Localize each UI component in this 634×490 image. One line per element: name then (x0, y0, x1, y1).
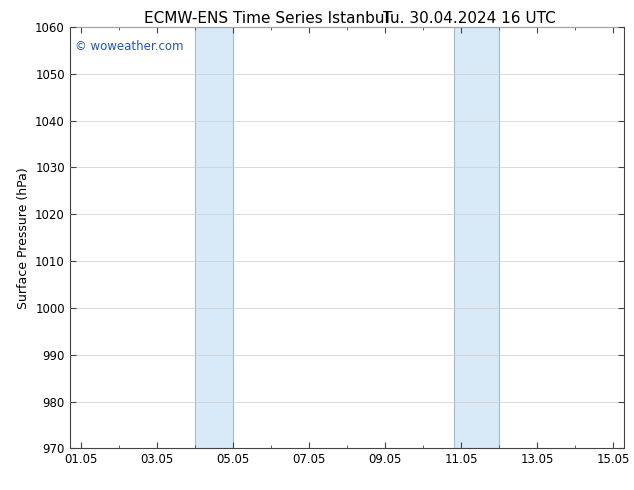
Text: Tu. 30.04.2024 16 UTC: Tu. 30.04.2024 16 UTC (383, 11, 555, 26)
Text: © woweather.com: © woweather.com (75, 40, 184, 52)
Bar (453, 27, 499, 448)
Bar (195, 27, 233, 448)
Text: ECMW-ENS Time Series Istanbul: ECMW-ENS Time Series Istanbul (144, 11, 389, 26)
Y-axis label: Surface Pressure (hPa): Surface Pressure (hPa) (16, 167, 30, 309)
